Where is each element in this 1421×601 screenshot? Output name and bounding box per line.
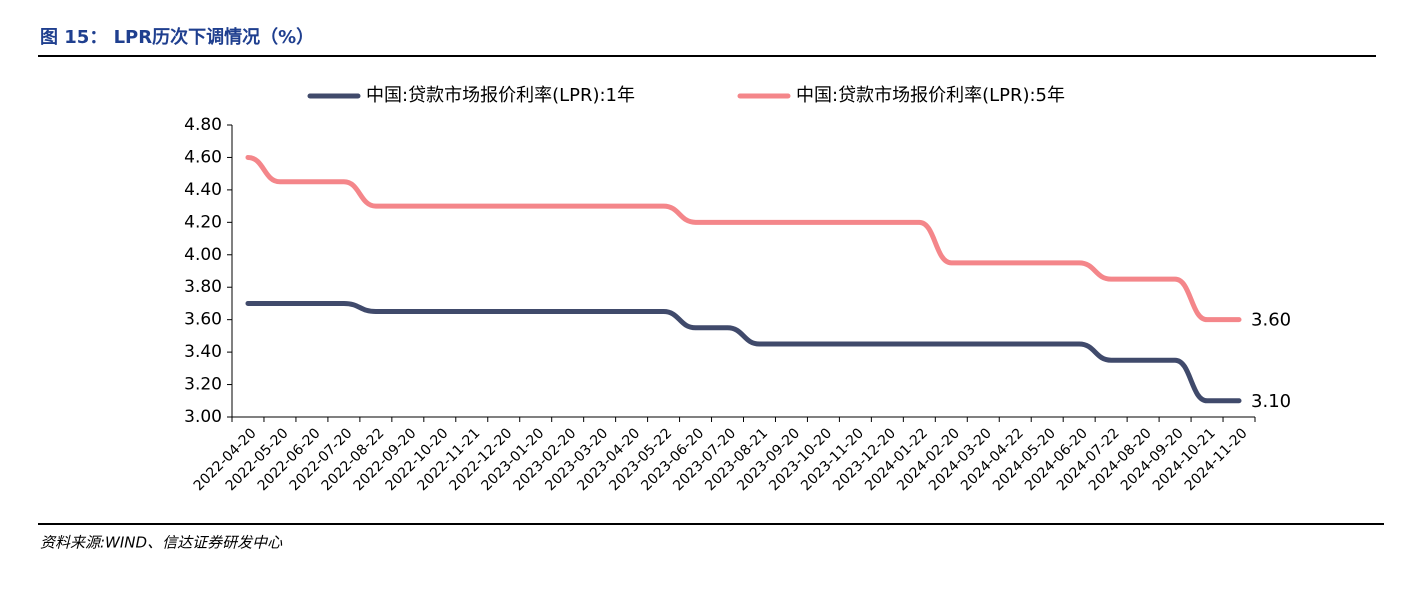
y-tick-label: 4.80 (184, 115, 222, 135)
y-tick-label: 4.60 (184, 147, 222, 167)
data-label: 3.60 (1251, 310, 1291, 331)
y-tick-label: 3.80 (184, 277, 222, 297)
figure-title: 图 15： LPR历次下调情况（%） (40, 26, 314, 48)
source-note: 资料来源:WIND、信达证券研发中心 (40, 534, 283, 552)
y-tick-label: 3.20 (184, 375, 222, 395)
y-tick-label: 3.40 (184, 342, 222, 362)
y-tick-label: 4.40 (184, 180, 222, 200)
series-line (245, 300, 1242, 404)
data-label: 3.10 (1251, 391, 1291, 412)
y-tick-label: 4.20 (184, 212, 222, 232)
y-tick-label: 3.60 (184, 310, 222, 330)
legend-label: 中国:贷款市场报价利率(LPR):1年 (366, 85, 635, 106)
series-line (245, 154, 1242, 323)
y-tick-label: 4.00 (184, 245, 222, 265)
legend-label: 中国:贷款市场报价利率(LPR):5年 (796, 85, 1065, 106)
y-tick-label: 3.00 (184, 407, 222, 427)
